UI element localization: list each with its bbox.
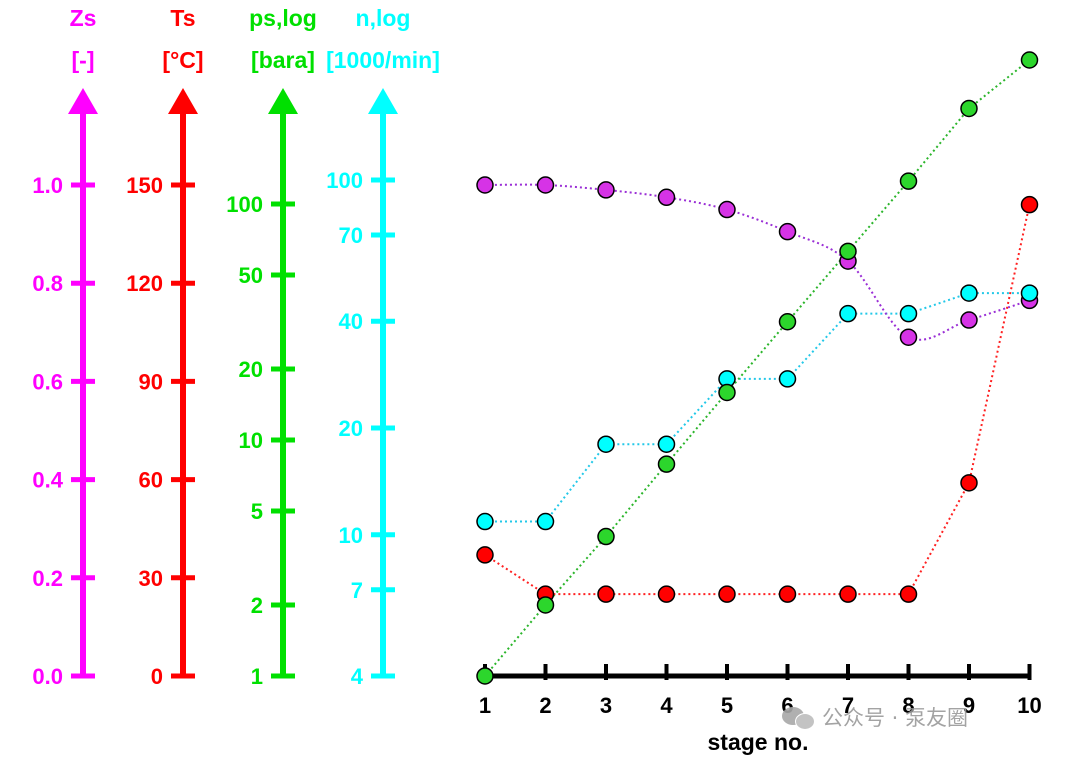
data-point-zs [476, 176, 494, 194]
tick-label-ps: 100 [226, 192, 263, 217]
tick-label-ps: 50 [239, 263, 263, 288]
tick-label-n: 10 [339, 523, 363, 548]
data-point-zs [536, 176, 555, 194]
data-point-zs [597, 181, 615, 199]
data-point-zs [960, 311, 978, 329]
data-point-ps [718, 383, 736, 402]
data-point-ts [899, 585, 918, 603]
data-point-ts [657, 585, 676, 603]
data-point-zs [657, 188, 676, 207]
axis-ps: ps,log [bara] 1 2 5 10 20 50 100 [226, 5, 317, 689]
x-tick-label: 10 [1017, 693, 1041, 718]
series-line-n [485, 292, 1030, 523]
data-point-ts [476, 546, 494, 564]
x-tick-label: 1 [479, 693, 491, 718]
data-point-n [597, 435, 615, 453]
tick-label-zs: 0.6 [32, 369, 63, 394]
tick-label-zs: 0.8 [32, 271, 63, 296]
tick-label-zs: 0.0 [32, 664, 63, 689]
tick-label-ts: 120 [126, 271, 163, 296]
tick-label-zs: 1.0 [32, 173, 63, 198]
tick-label-ps: 2 [251, 593, 263, 618]
data-point-ts [960, 474, 978, 492]
axis-n: n,log [1000/min] 4 7 10 20 40 70 100 [326, 5, 440, 689]
tick-label-n: 7 [351, 578, 363, 603]
x-tick-label: 4 [660, 693, 673, 718]
data-point-ts [718, 585, 736, 603]
tick-label-ps: 1 [251, 664, 263, 689]
axis-ts: Ts [°C] 0 30 60 90 120 150 [126, 5, 203, 689]
tick-label-n: 4 [351, 664, 364, 689]
data-point-n [899, 304, 918, 323]
axis-arrow-ts [168, 88, 198, 114]
x-tick-label: 2 [539, 693, 551, 718]
axis-unit-n: [1000/min] [326, 47, 440, 73]
data-point-n [839, 304, 857, 323]
axis-arrow-zs [68, 88, 98, 114]
series-line-ps [484, 59, 1031, 677]
data-point-n [778, 370, 797, 388]
watermark: 公众号 · 泵友圈 [782, 702, 968, 732]
data-point-zs [718, 200, 736, 219]
x-axis-label: stage no. [708, 729, 809, 755]
data-point-n [1020, 284, 1039, 302]
axis-title-n: n,log [356, 5, 411, 31]
data-point-ts [1020, 195, 1039, 214]
tick-label-ps: 10 [239, 428, 263, 453]
data-point-zs [899, 328, 918, 346]
tick-label-ts: 60 [139, 468, 163, 493]
tick-label-n: 40 [339, 309, 363, 334]
axis-title-zs: Zs [70, 5, 97, 31]
axis-unit-ps: [bara] [251, 47, 315, 73]
data-point-n [960, 284, 978, 302]
tick-label-ps: 5 [251, 499, 263, 524]
tick-label-n: 20 [339, 416, 363, 441]
tick-label-zs: 0.4 [32, 468, 63, 493]
x-tick-label: 7 [842, 693, 854, 718]
data-point-ts [778, 585, 797, 603]
axis-title-ps: ps,log [249, 5, 317, 31]
axis-arrow-ps [268, 88, 298, 114]
data-point-ts [839, 585, 857, 603]
data-point-ps [899, 172, 918, 190]
tick-label-ts: 30 [139, 566, 163, 591]
axis-zs: Zs [-] 0.0 0.2 0.4 0.6 0.8 1.0 [32, 5, 98, 689]
data-point-ps [657, 455, 676, 473]
data-point-ts [597, 585, 615, 603]
data-point-n [476, 512, 494, 531]
x-tick-label: 9 [963, 693, 975, 718]
axis-unit-ts: [°C] [162, 47, 203, 73]
axis-unit-zs: [-] [72, 47, 95, 73]
data-point-ps [597, 527, 615, 546]
x-tick-label: 5 [721, 693, 733, 718]
tick-label-ts: 0 [151, 664, 163, 689]
axis-title-ts: Ts [170, 5, 195, 31]
data-point-n [536, 512, 555, 531]
wechat-logo-icon [782, 705, 816, 730]
data-point-ps [536, 596, 555, 614]
tick-label-ts: 90 [139, 369, 163, 394]
tick-label-zs: 0.2 [32, 566, 63, 591]
tick-label-n: 70 [339, 223, 363, 248]
series-line-zs [484, 183, 1030, 341]
tick-label-ps: 20 [239, 357, 263, 382]
data-point-ps [476, 667, 494, 685]
data-point-zs [778, 222, 797, 241]
data-point-ps [839, 242, 857, 261]
x-tick-label: 8 [902, 693, 914, 718]
watermark-text: 公众号 · 泵友圈 [822, 706, 969, 730]
series-line-ts [484, 204, 1031, 596]
axis-arrow-n [368, 88, 398, 114]
data-point-n [657, 435, 676, 453]
data-point-ps [960, 99, 978, 118]
data-point-ps [1020, 51, 1039, 69]
tick-label-n: 100 [326, 168, 363, 193]
x-tick-label: 3 [600, 693, 612, 718]
data-point-ps [778, 313, 797, 331]
tick-label-ts: 150 [126, 173, 163, 198]
